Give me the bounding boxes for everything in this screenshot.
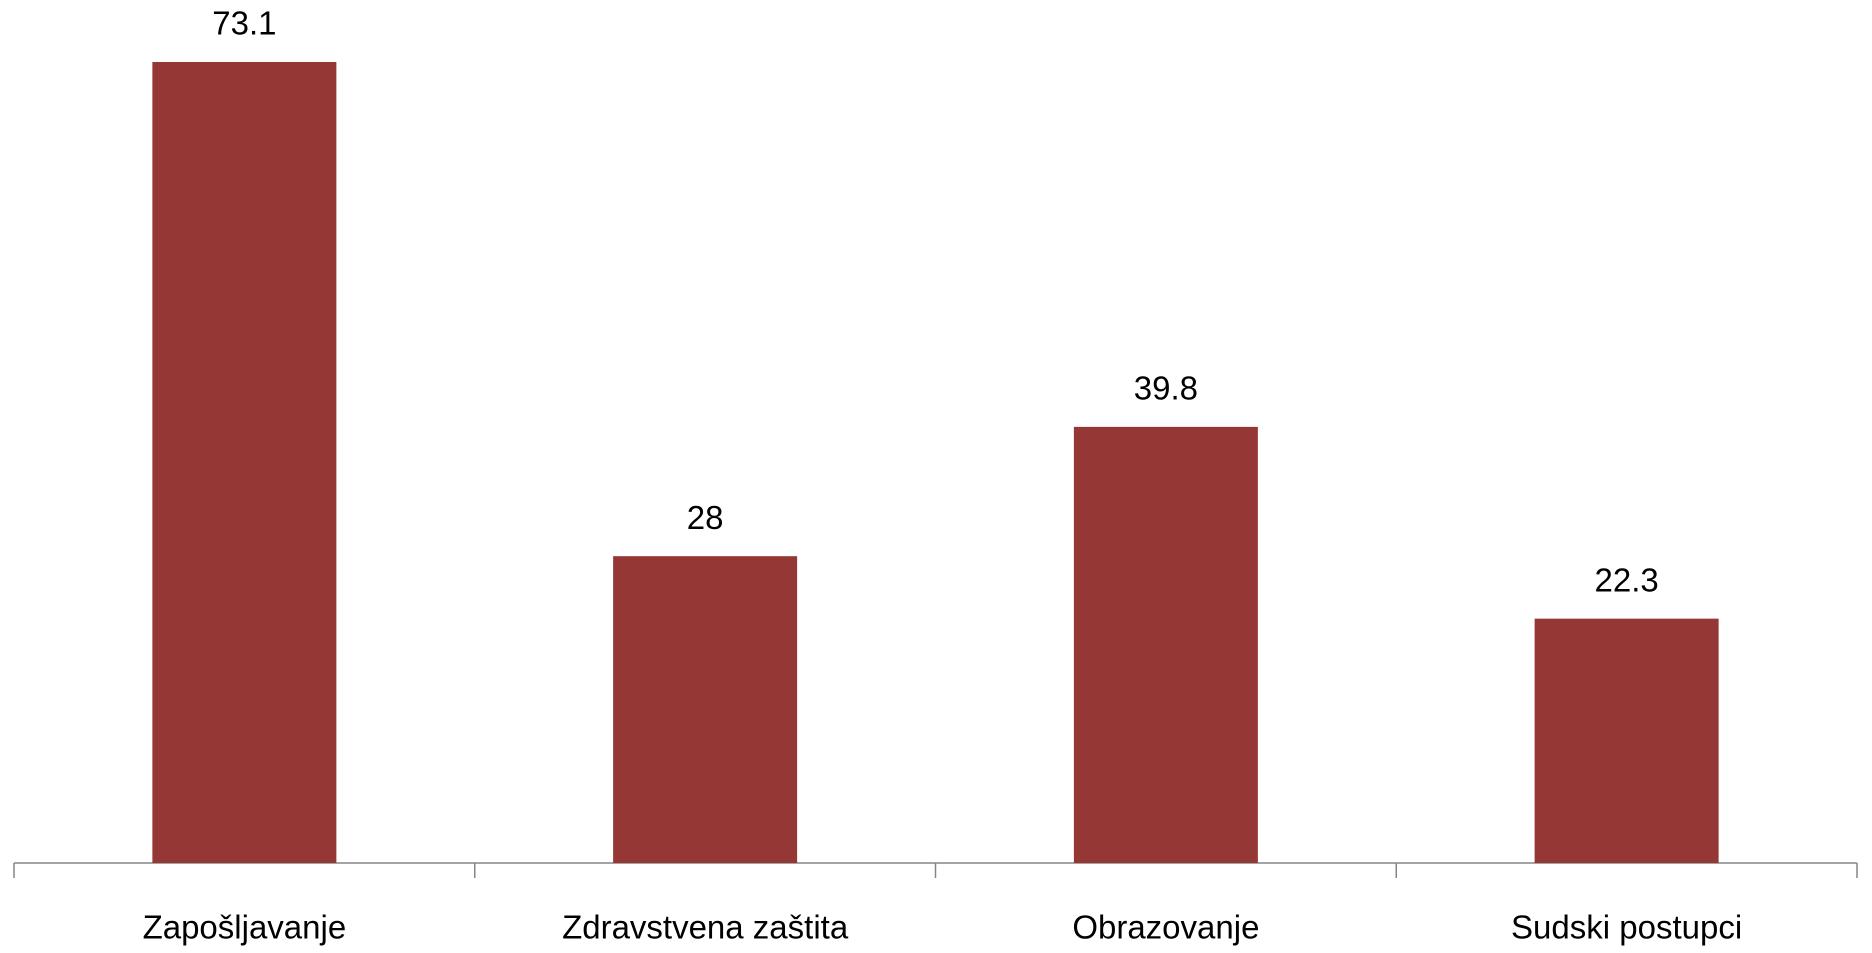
bar (1534, 618, 1719, 863)
data-label: 73.1 (212, 5, 276, 42)
x-tick-label: Zapošljavanje (143, 909, 347, 946)
x-tick-label: Sudski postupci (1511, 909, 1742, 946)
bar (613, 556, 798, 863)
bar (1073, 426, 1258, 863)
bar (152, 62, 337, 863)
data-label: 28 (687, 499, 724, 536)
x-tick-label: Obrazovanje (1072, 909, 1259, 946)
data-label: 22.3 (1595, 561, 1659, 598)
x-tick-label: Zdravstvena zaštita (562, 909, 849, 946)
data-label: 39.8 (1134, 370, 1198, 407)
